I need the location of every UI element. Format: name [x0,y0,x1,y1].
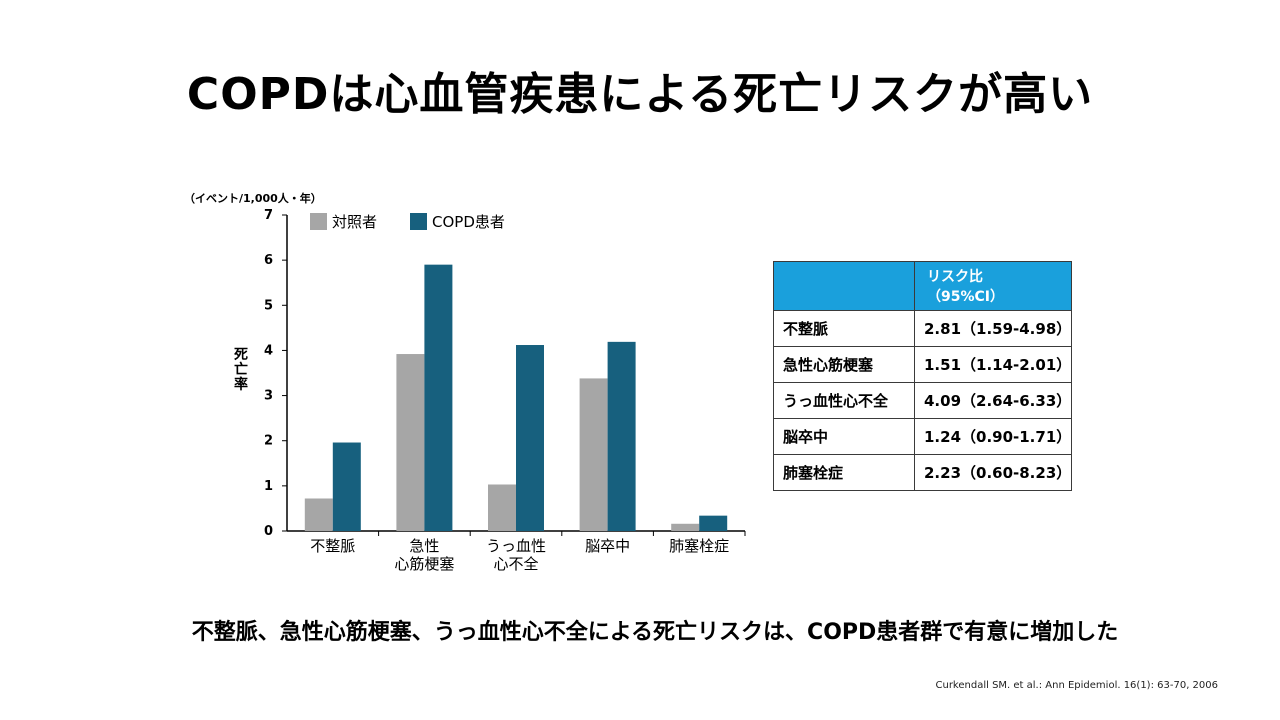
bar-control [488,484,516,531]
table-row: 不整脈 2.81（1.59-4.98） [773,310,1072,347]
x-tick-label-line: うっ血性 [485,537,546,555]
risk-row-value: 1.51（1.14-2.01） [914,346,1072,383]
risk-row-label: 不整脈 [773,310,915,347]
y-tick-label: 5 [264,298,273,313]
x-tick-label-line: 急性 [409,537,440,555]
x-tick-label: 不整脈 [283,537,383,555]
x-tick-label-line: 肺塞栓症 [669,537,730,555]
risk-table-header-row: リスク比 （95%CI） [773,261,1072,311]
legend-item-control: 対照者 [310,211,377,232]
x-tick-label: 肺塞栓症 [649,537,749,555]
risk-ratio-table: リスク比 （95%CI） 不整脈 2.81（1.59-4.98） 急性心筋梗塞 … [773,261,1072,491]
risk-table-header: リスク比 （95%CI） [914,261,1072,311]
risk-row-value: 1.24（0.90-1.71） [914,418,1072,455]
y-tick-label: 1 [264,479,273,494]
table-row: 急性心筋梗塞 1.51（1.14-2.01） [773,346,1072,383]
risk-row-value: 2.81（1.59-4.98） [914,310,1072,347]
x-tick-label: うっ血性 心不全 [466,537,566,573]
y-axis-unit: （イベント/1,000人・年） [184,192,322,205]
legend-label-control: 対照者 [332,213,378,231]
x-tick-label: 脳卒中 [558,537,658,555]
legend-item-copd: COPD患者 [410,211,505,232]
y-tick-label: 7 [264,208,273,223]
risk-row-label: 脳卒中 [773,418,915,455]
bar-control [671,523,700,531]
risk-row-label: うっ血性心不全 [773,382,915,419]
legend-swatch-copd [410,213,427,230]
bar-control [304,498,333,531]
bar-copd [424,264,453,531]
bar-copd [516,345,544,531]
legend-swatch-control [310,213,327,230]
table-row: 脳卒中 1.24（0.90-1.71） [773,418,1072,455]
bar-control [396,354,425,531]
y-tick-label: 4 [264,343,273,358]
x-tick-label-line: 不整脈 [310,537,356,555]
x-tick-label-line: 心筋梗塞 [394,555,455,573]
y-axis-label: 死亡率 [234,347,248,393]
legend-label-copd: COPD患者 [432,213,505,231]
risk-row-value: 4.09（2.64-6.33） [914,382,1072,419]
bar-copd [699,515,728,531]
table-row: 肺塞栓症 2.23（0.60-8.23） [773,454,1072,491]
page-title: COPDは心血管疾患による死亡リスクが高い [186,69,1094,120]
bar-control [579,378,608,531]
risk-row-label: 肺塞栓症 [773,454,915,491]
conclusion-text: 不整脈、急性心筋梗塞、うっ血性心不全による死亡リスクは、COPD患者群で有意に増… [191,620,1119,645]
y-tick-label: 0 [264,524,273,539]
bar-copd [607,341,636,531]
y-tick-label: 6 [264,253,273,268]
bar-copd [332,442,361,531]
risk-row-value: 2.23（0.60-8.23） [914,454,1072,491]
risk-table-header-blank [773,261,915,311]
y-tick-label: 3 [264,389,273,404]
x-tick-label-line: 心不全 [493,555,539,573]
table-row: うっ血性心不全 4.09（2.64-6.33） [773,382,1072,419]
y-tick-label: 2 [264,434,273,449]
citation: Curkendall SM. et al.: Ann Epidemiol. 16… [935,680,1219,691]
risk-row-label: 急性心筋梗塞 [773,346,915,383]
x-tick-label: 急性 心筋梗塞 [374,537,474,573]
x-tick-label-line: 脳卒中 [585,537,631,555]
